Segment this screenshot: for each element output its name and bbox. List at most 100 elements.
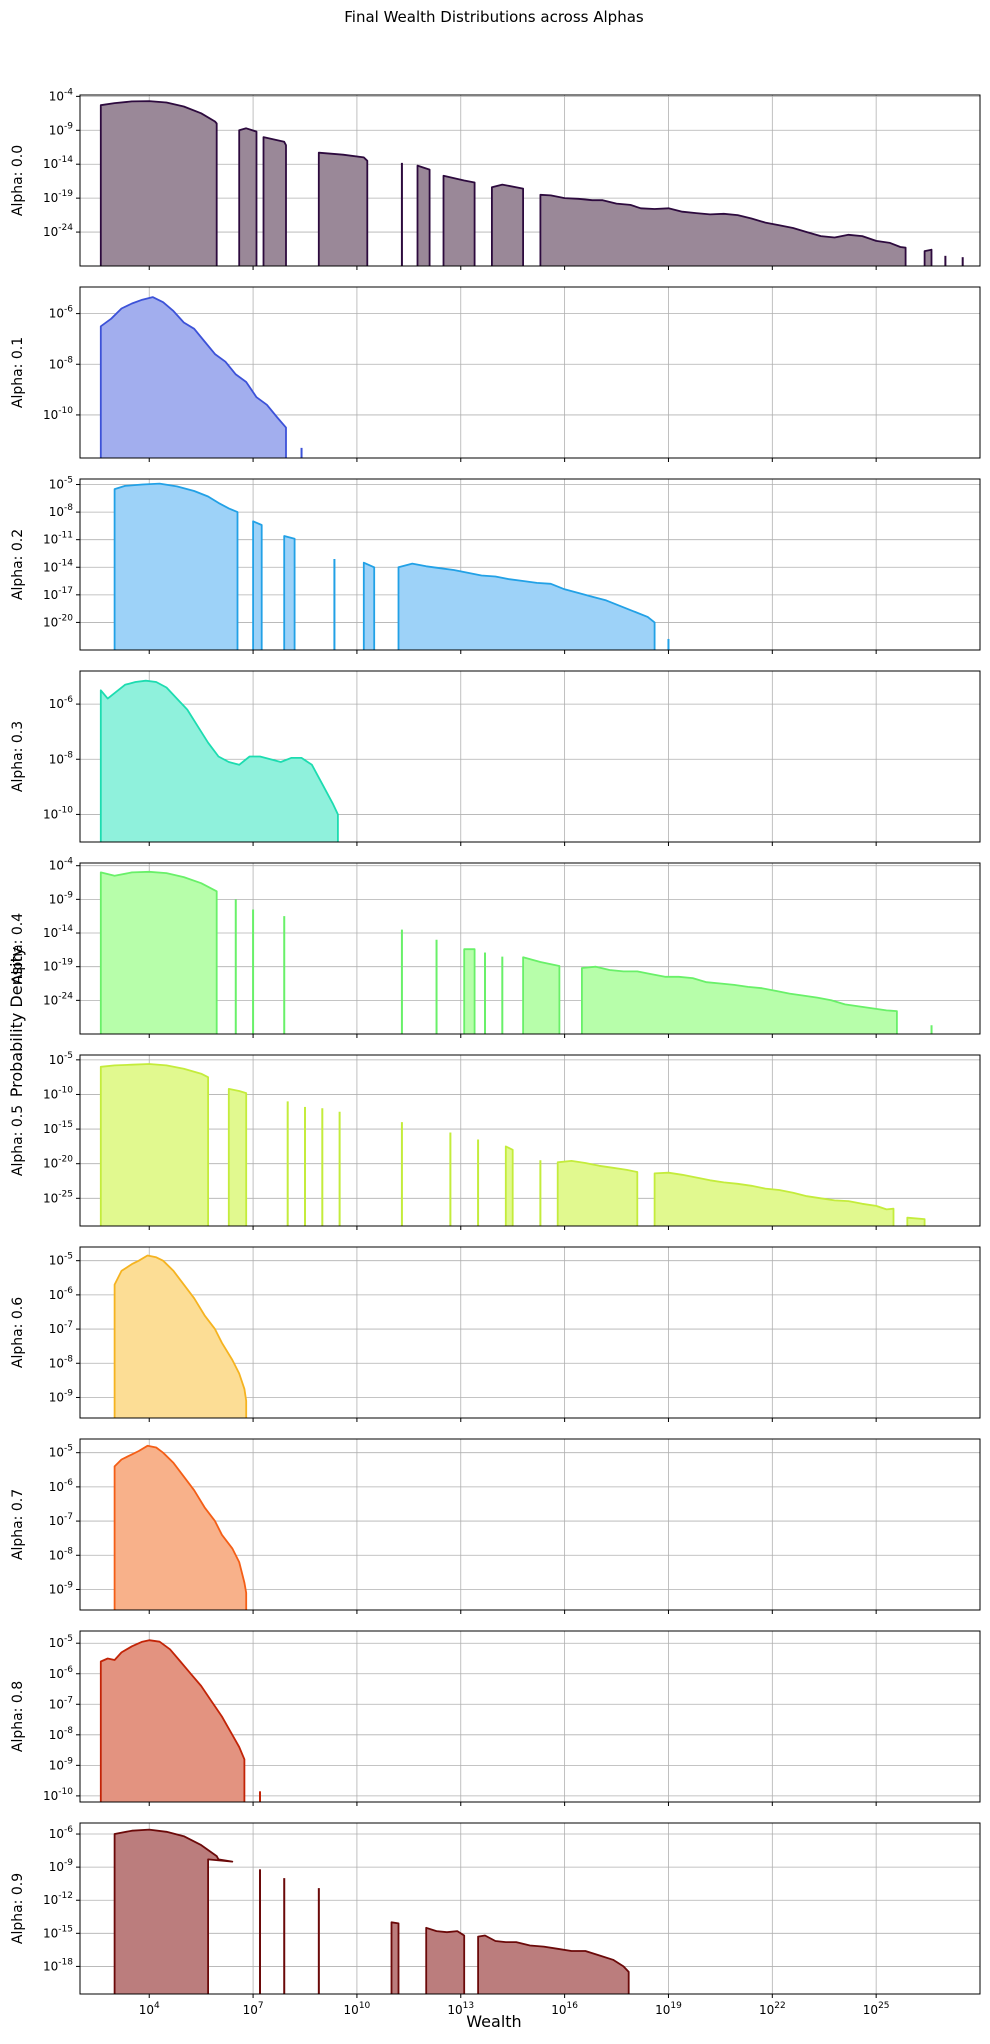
- panel-y-label: Alpha: 0.4: [10, 913, 26, 984]
- y-tick-label: 10-9: [49, 121, 74, 137]
- density-line: [252, 520, 263, 650]
- density-area: [581, 966, 897, 1034]
- density-area: [523, 957, 560, 1034]
- y-tick-label: 10-6: [49, 1286, 74, 1302]
- density-area: [239, 128, 257, 266]
- y-tick-label: 10-24: [43, 223, 73, 239]
- axes-frame: [79, 1054, 981, 1227]
- y-tick-label: 10-7: [49, 1695, 73, 1711]
- y-tick-label: 10-12: [43, 1891, 73, 1907]
- y-tick-label: 10-15: [43, 1120, 73, 1136]
- density-line: [477, 1934, 630, 1994]
- density-line: [113, 1254, 248, 1418]
- y-tick-label: 10-5: [49, 1252, 73, 1268]
- density-area: [391, 1922, 399, 1994]
- density-area: [100, 871, 217, 1034]
- y-tick-label: 10-8: [49, 750, 74, 766]
- density-area: [464, 949, 475, 1034]
- density-line: [442, 174, 476, 266]
- y-tick-label: 10-19: [43, 958, 73, 974]
- density-area: [114, 1829, 233, 1994]
- panel-alpha-0.8: 10-5 10-6 10-7 10-8 10-9 10-10 Alpha: 0.8: [10, 1630, 981, 1806]
- axes-frame: [79, 670, 981, 843]
- y-tick-label: 10-15: [43, 1924, 73, 1940]
- density-area: [100, 1640, 245, 1802]
- density-line: [539, 193, 907, 266]
- density-area: [100, 1064, 209, 1226]
- y-tick-label: 10-20: [43, 613, 73, 629]
- density-line: [238, 127, 258, 266]
- panel-alpha-0.5: 10-5 10-10 10-15 10-20 10-25 Alpha: 0.5: [10, 1051, 981, 1230]
- panel-y-label: Alpha: 0.5: [10, 1105, 26, 1176]
- y-tick-label: 10-10: [43, 406, 73, 422]
- density-line: [113, 1444, 248, 1610]
- y-tick-label: 10-5: [49, 476, 73, 492]
- axes-frame: [79, 478, 981, 651]
- density-line: [504, 1145, 514, 1226]
- panel-y-label: Alpha: 0.0: [10, 145, 26, 216]
- y-tick-label: 10-9: [49, 1858, 74, 1874]
- density-area: [417, 165, 430, 266]
- y-tick-label: 10-4: [49, 857, 74, 873]
- density-area: [540, 194, 906, 266]
- panel-alpha-0.3: 10-6 10-8 10-10 Alpha: 0.3: [10, 670, 981, 846]
- y-tick-label: 10-5: [49, 1444, 73, 1460]
- panel-alpha-0.1: 10-6 10-8 10-10 Alpha: 0.1: [10, 286, 981, 462]
- density-line: [906, 1216, 926, 1226]
- density-area: [924, 249, 932, 266]
- x-tick-label: 1010: [344, 2001, 371, 2017]
- x-axis-label: Wealth: [466, 2012, 521, 2031]
- x-tick-label: 107: [243, 2001, 264, 2017]
- density-area: [284, 536, 295, 650]
- panel-alpha-0.7: 10-5 10-6 10-7 10-8 10-9 Alpha: 0.7: [10, 1438, 981, 1614]
- density-area: [363, 562, 375, 650]
- density-line: [99, 1639, 246, 1802]
- x-tick-label: 1019: [655, 2001, 682, 2017]
- panel-y-label: Alpha: 0.9: [10, 1873, 26, 1944]
- density-area: [263, 137, 286, 266]
- density-line: [99, 296, 287, 458]
- density-line: [262, 136, 287, 266]
- density-area: [100, 297, 286, 458]
- y-tick-label: 10-14: [43, 924, 73, 940]
- y-tick-label: 10-14: [43, 558, 73, 574]
- panel-y-label: Alpha: 0.8: [10, 1681, 26, 1752]
- y-axis-label: Probability Density: [7, 947, 26, 1098]
- panel-y-label: Alpha: 0.7: [10, 1489, 26, 1560]
- density-area: [114, 1445, 247, 1610]
- density-area: [505, 1146, 513, 1226]
- y-tick-label: 10-6: [49, 305, 74, 321]
- y-tick-label: 10-10: [43, 1085, 73, 1101]
- y-tick-label: 10-25: [43, 1189, 73, 1205]
- density-line: [522, 956, 561, 1034]
- density-line: [227, 1088, 248, 1226]
- panel-alpha-0.6: 10-5 10-6 10-7 10-8 10-9 Alpha: 0.6: [10, 1246, 981, 1422]
- density-line: [425, 1926, 466, 1994]
- panel-y-label: Alpha: 0.2: [10, 529, 26, 600]
- y-tick-label: 10-10: [43, 1787, 73, 1803]
- axes-frame: [79, 1438, 981, 1611]
- density-area: [491, 184, 524, 266]
- density-area: [478, 1935, 629, 1994]
- y-tick-label: 10-8: [49, 1546, 74, 1562]
- density-area: [100, 101, 217, 266]
- y-tick-label: 10-19: [43, 189, 73, 205]
- y-tick-label: 10-6: [49, 695, 74, 711]
- density-line: [113, 482, 239, 650]
- figure-title: Final Wealth Distributions across Alphas: [344, 8, 644, 26]
- density-area: [318, 152, 368, 266]
- y-tick-label: 10-18: [43, 1957, 73, 1973]
- panel-y-label: Alpha: 0.6: [10, 1297, 26, 1368]
- panel-alpha-0.2: 10-5 10-8 10-11 10-14 10-17 10-20 Alpha: 0.2: [10, 476, 981, 654]
- density-line: [416, 164, 431, 266]
- y-tick-label: 10-10: [43, 805, 73, 821]
- axes-frame: [79, 286, 981, 459]
- density-area: [398, 563, 655, 650]
- density-line: [556, 1160, 639, 1226]
- axes-frame: [79, 862, 981, 1035]
- density-line: [283, 535, 296, 650]
- density-line: [463, 948, 476, 1034]
